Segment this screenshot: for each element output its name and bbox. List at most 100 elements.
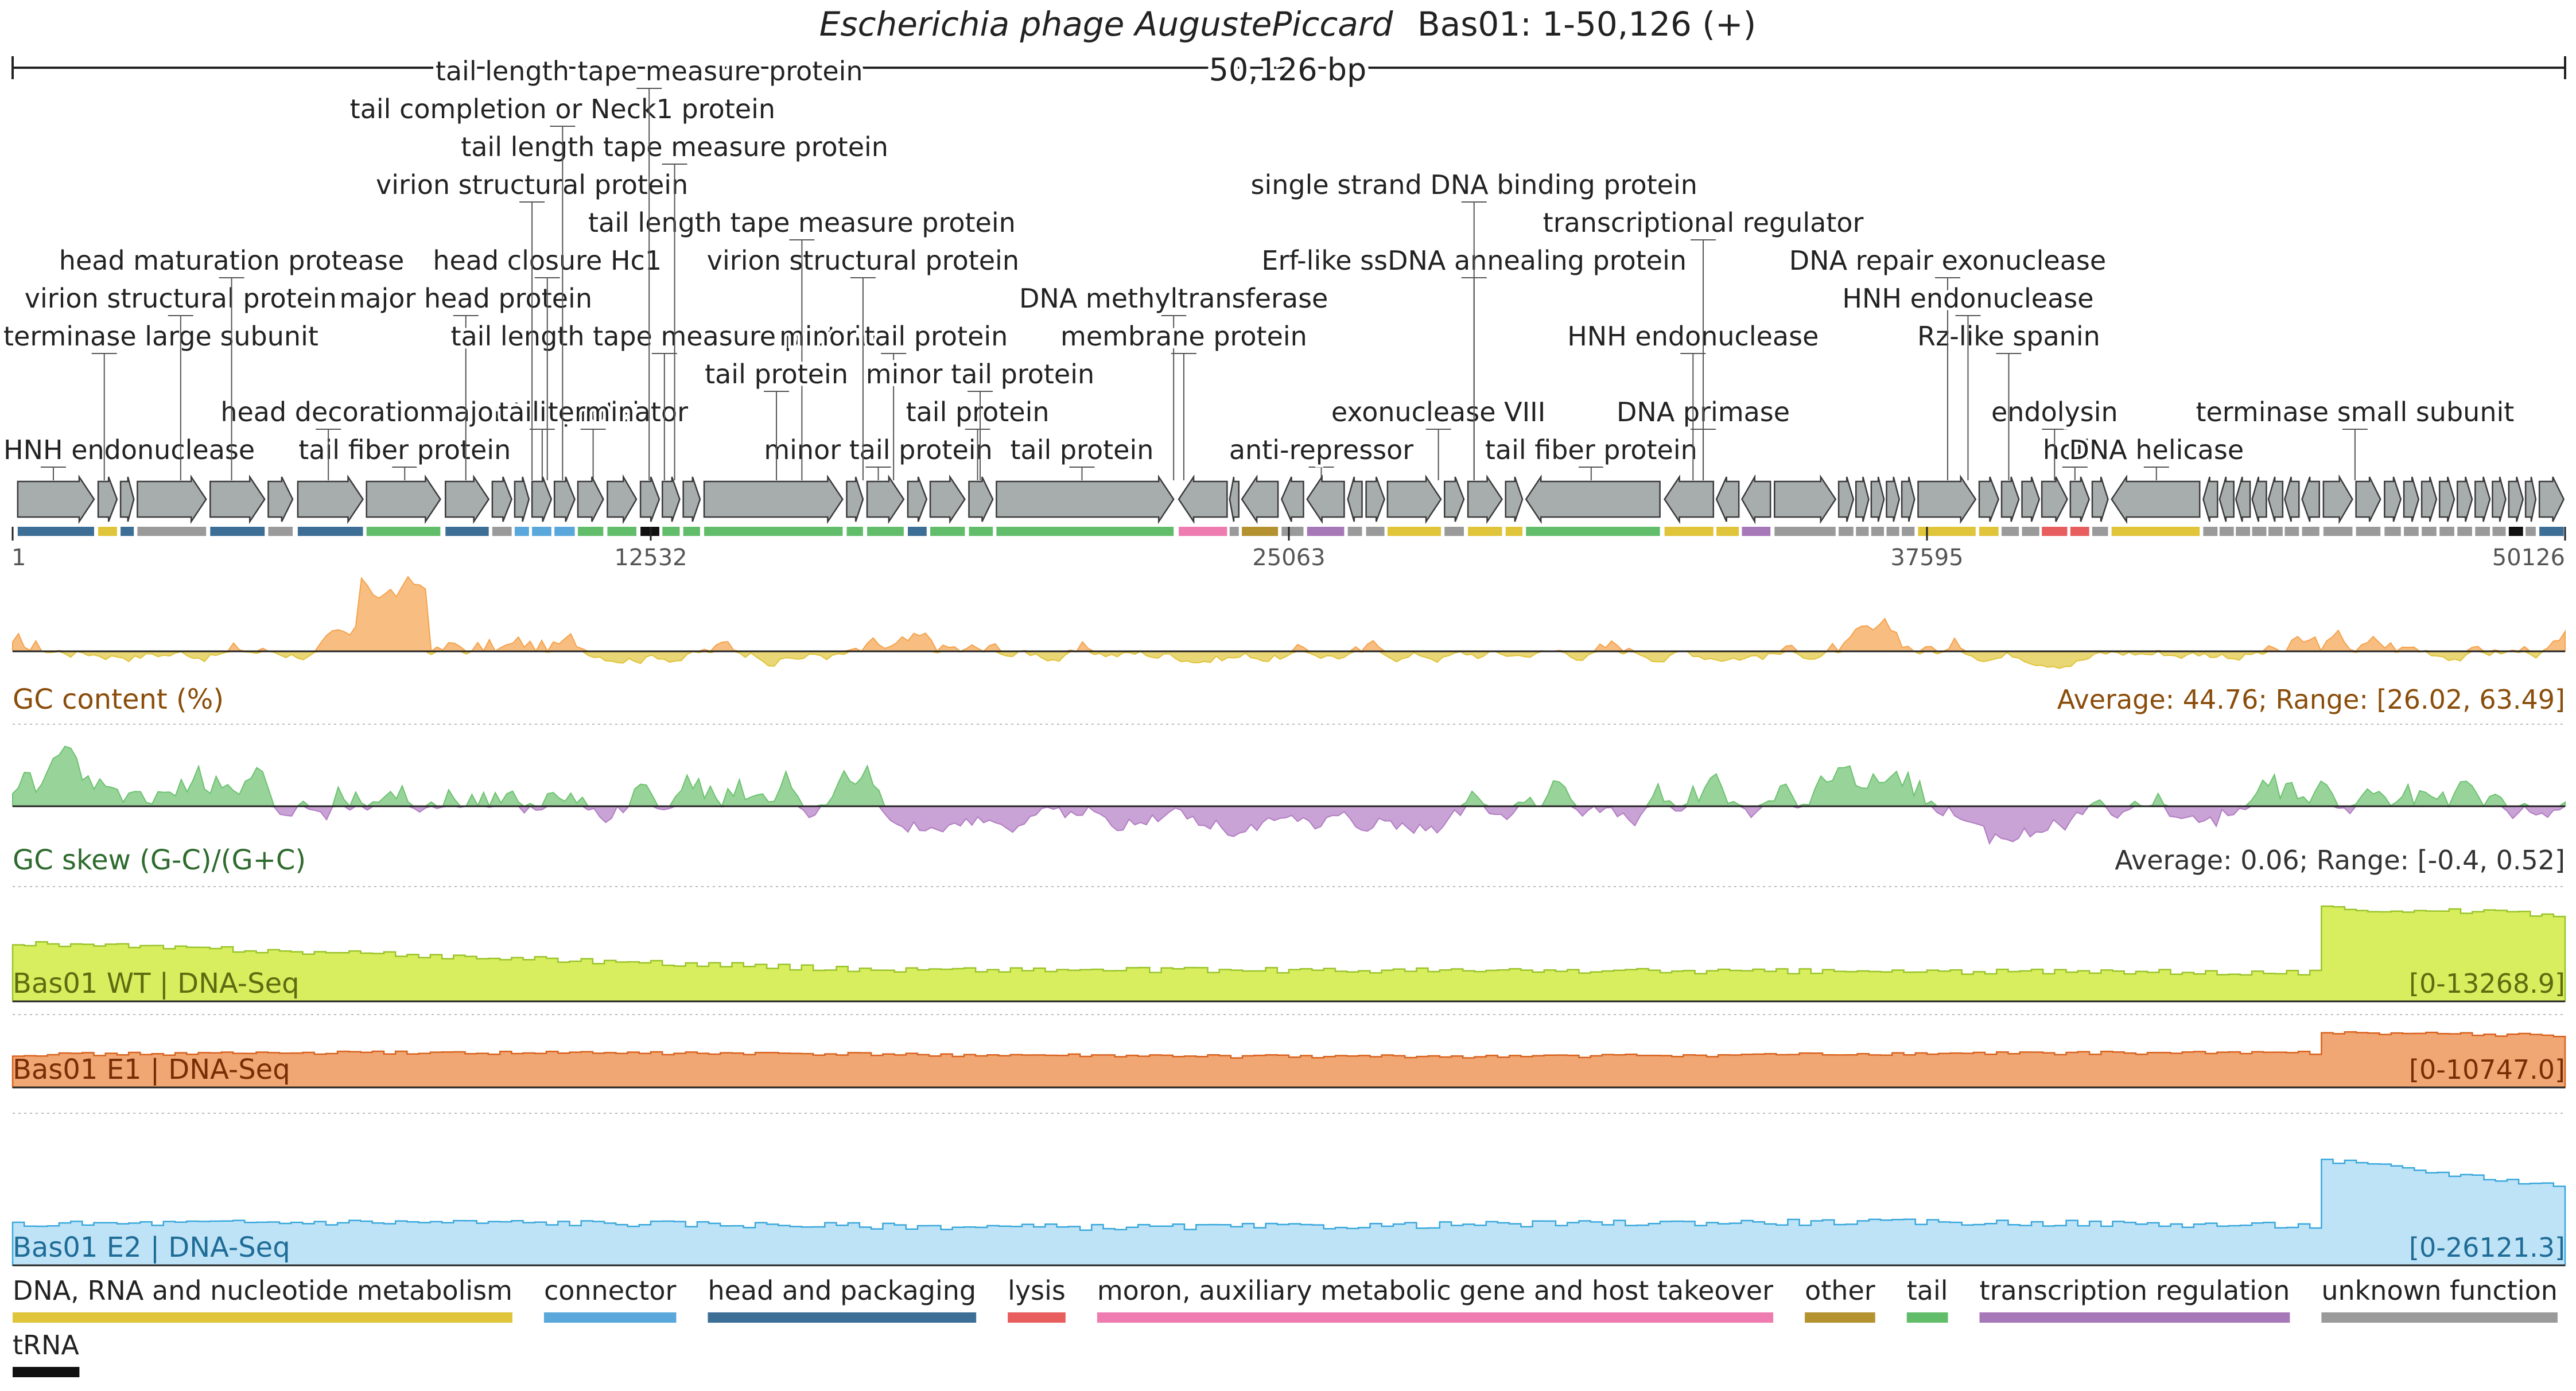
gene-label: head maturation protease (59, 245, 405, 276)
gene-label: tail protein (906, 397, 1050, 428)
gene-arrow (1837, 476, 1855, 522)
gene-label: tail length tape measure protein (436, 56, 863, 87)
gene-label: major head protein (340, 283, 592, 314)
gene-arrow (2091, 476, 2109, 522)
track-gc: GC content (%) Average: 44.76; Range: [26… (12, 576, 2566, 716)
gene-track (17, 474, 2565, 524)
category-segment (1918, 527, 1976, 536)
gene-arrow (97, 476, 118, 522)
track-stats: [0-13268.9] (2409, 968, 2565, 999)
gene-arrow (445, 474, 490, 524)
gene-arrow (907, 476, 928, 522)
gene-arrow (491, 476, 512, 522)
gene-arrow (1886, 476, 1900, 522)
coordinate-axis: 1 12532 25063 37595 50126 (11, 527, 2566, 571)
category-segment (2404, 527, 2419, 536)
category-segment (2236, 527, 2251, 536)
gene-labels: HNH endonuclease tail fiber protein major … (1, 53, 2517, 480)
track-positive-area (12, 745, 2566, 808)
gene-arrow (1229, 476, 1240, 522)
category-segment (1387, 527, 1442, 536)
length-ruler: 50,126 bp (11, 48, 2566, 92)
gene-arrow (366, 474, 441, 524)
category-segment (492, 527, 512, 536)
category-segment (1716, 527, 1739, 536)
gene-label: exonuclease VIII (1331, 397, 1545, 428)
gene-arrow (2474, 476, 2491, 522)
gene-label: tail protein (705, 359, 848, 390)
category-segment (2042, 527, 2068, 536)
svg-text:Escherichia phage AugustePicca: Escherichia phage AugustePiccard Bas01: … (819, 5, 1757, 44)
legend-label: other (1805, 1275, 1875, 1306)
phage-name: Escherichia phage AugustePiccard (819, 5, 1394, 44)
track-wt: Bas01 WT | DNA-Seq [0-13268.9] (11, 905, 2566, 1003)
gene-arrow (2284, 476, 2300, 522)
gene-label: minor tail protein (764, 434, 992, 465)
category-segment (662, 527, 680, 536)
gene-label: terminase small subunit (2196, 397, 2514, 428)
gene-arrow (553, 476, 576, 522)
data-tracks: GC content (%) Average: 44.76; Range: [26… (11, 576, 2567, 1266)
axis-tick-label: 50126 (2492, 545, 2565, 571)
category-segment (2323, 527, 2353, 536)
gene-label: tail protein (1010, 434, 1153, 465)
track-positive-area (12, 576, 2566, 653)
legend-swatch (1008, 1312, 1066, 1323)
gene-arrow (2000, 476, 2020, 522)
category-segment (2356, 527, 2381, 536)
gene-arrow (1444, 476, 1465, 522)
gene-arrow (662, 476, 681, 522)
category-segment (1774, 527, 1836, 536)
gene-label: HNH endonuclease (1842, 283, 2093, 314)
category-segment (1229, 527, 1239, 536)
gene-arrow (866, 474, 905, 524)
gene-arrow (1280, 476, 1304, 522)
category-segment (1526, 527, 1660, 536)
legend-label: DNA, RNA and nucleotide metabolism (13, 1275, 512, 1306)
gene-label: tail fiber protein (1485, 434, 1697, 465)
category-segment (268, 527, 293, 536)
category-segment (2092, 527, 2108, 536)
category-segment (2302, 527, 2319, 536)
gene-arrow (2438, 476, 2455, 522)
gene-arrow (2403, 476, 2420, 522)
gene-arrow (1855, 476, 1870, 522)
legend-label: unknown function (2321, 1275, 2558, 1306)
gene-arrow (2218, 476, 2235, 522)
gene-label: HNH endonuclease (1567, 321, 1819, 352)
category-segment (98, 527, 117, 536)
gene-label: Rz-like spanin (1917, 321, 2100, 352)
gene-arrow (1870, 476, 1885, 522)
category-segment (2539, 527, 2564, 536)
category-segment (996, 527, 1174, 536)
gene-label: endolysin (1991, 397, 2118, 428)
gene-label: transcriptional regulator (1543, 207, 1864, 238)
gene-label: tail length tape measure protein (461, 131, 888, 162)
legend-label: head and packaging (708, 1275, 976, 1306)
legend-swatch (543, 1312, 677, 1323)
legend-label: lysis (1008, 1275, 1066, 1306)
legend-swatch (1906, 1312, 1948, 1323)
gene-label: tail fiber protein (298, 434, 511, 465)
category-segment (2002, 527, 2019, 536)
gene-arrow (2355, 476, 2381, 522)
category-segment (2070, 527, 2089, 536)
gene-arrow (2202, 476, 2218, 522)
legend-swatch (2321, 1312, 2558, 1323)
legend-swatch (1097, 1312, 1774, 1323)
legend-swatch (708, 1312, 977, 1323)
gene-arrow (137, 474, 207, 524)
region-label: Bas01: 1-50,126 (+) (1417, 5, 1756, 44)
category-segment (514, 527, 529, 536)
track-negative-area (13, 650, 2565, 669)
gene-arrow (531, 476, 553, 522)
category-segment (532, 527, 551, 536)
category-segment (121, 527, 134, 536)
coverage-area (11, 1031, 2566, 1089)
track-label: Bas01 E1 | DNA-Seq (13, 1054, 290, 1086)
gene-arrow (2267, 476, 2284, 522)
gene-label: minor tail protein (779, 321, 1008, 352)
category-segment (1979, 527, 1999, 536)
gene-arrow (17, 474, 95, 524)
